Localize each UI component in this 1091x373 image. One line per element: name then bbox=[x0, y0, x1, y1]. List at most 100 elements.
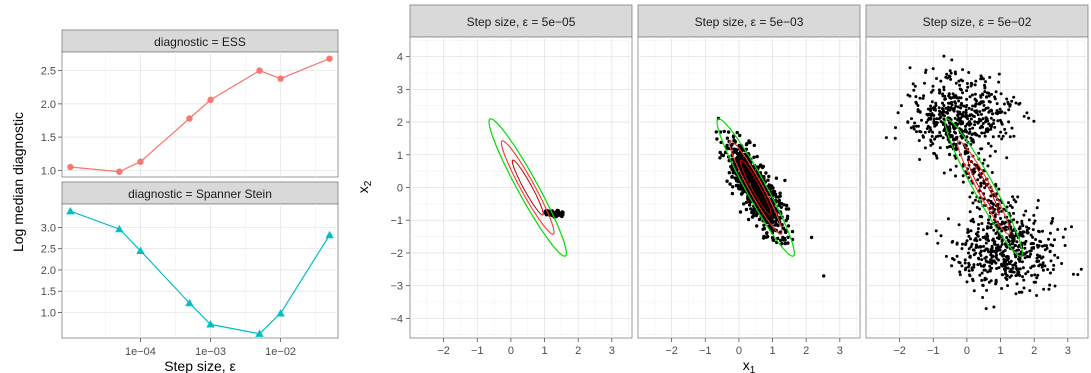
sample-point bbox=[994, 232, 998, 235]
sample-point bbox=[957, 79, 961, 83]
sample-point bbox=[1045, 244, 1048, 248]
sample-point bbox=[910, 117, 913, 121]
sample-point bbox=[776, 223, 780, 228]
sample-point bbox=[925, 120, 928, 124]
sample-point bbox=[914, 95, 918, 99]
sample-point bbox=[946, 138, 950, 142]
sample-point bbox=[738, 133, 742, 138]
sample-point bbox=[969, 245, 973, 249]
sample-point bbox=[960, 264, 964, 268]
sample-point bbox=[736, 157, 740, 161]
sample-point bbox=[996, 248, 1000, 252]
sample-point bbox=[971, 248, 975, 252]
sample-point bbox=[947, 74, 951, 78]
sample-point bbox=[965, 97, 969, 101]
sample-point bbox=[944, 97, 947, 101]
sample-point bbox=[973, 120, 977, 124]
sample-point bbox=[1017, 273, 1021, 277]
sample-point bbox=[1008, 235, 1012, 239]
sample-point bbox=[779, 205, 783, 209]
sample-point bbox=[989, 199, 993, 203]
sample-point bbox=[893, 136, 897, 140]
sample-point bbox=[1035, 243, 1039, 247]
sample-point bbox=[1002, 267, 1006, 271]
sample-point bbox=[1011, 229, 1015, 233]
sample-point bbox=[992, 228, 996, 232]
sample-point bbox=[735, 176, 740, 181]
sample-point bbox=[913, 84, 917, 88]
sample-point bbox=[967, 155, 971, 159]
sample-point bbox=[965, 104, 969, 107]
sample-point bbox=[782, 236, 787, 241]
sample-point bbox=[978, 238, 982, 242]
contour-line bbox=[728, 140, 783, 235]
sample-point bbox=[947, 129, 951, 133]
sample-point bbox=[939, 234, 943, 238]
sample-point bbox=[968, 130, 972, 134]
sample-point bbox=[953, 100, 957, 104]
sample-point bbox=[725, 179, 729, 183]
sample-point bbox=[927, 113, 931, 117]
sample-point bbox=[993, 125, 997, 129]
sample-point bbox=[958, 83, 962, 87]
sample-point bbox=[762, 226, 767, 231]
sample-point bbox=[944, 75, 948, 79]
sample-point bbox=[972, 265, 976, 269]
sample-point bbox=[1032, 119, 1036, 123]
sample-point bbox=[1040, 265, 1044, 269]
data-point bbox=[256, 67, 263, 74]
sample-point bbox=[987, 218, 990, 222]
sample-point bbox=[983, 85, 987, 89]
sample-point bbox=[749, 179, 753, 183]
sample-point bbox=[954, 94, 958, 98]
sample-point bbox=[1035, 206, 1039, 210]
y-tick-label: 1 bbox=[397, 150, 403, 162]
sample-point bbox=[985, 232, 989, 236]
sample-point bbox=[771, 186, 775, 190]
sample-point bbox=[949, 77, 953, 81]
contour-line bbox=[956, 140, 1011, 235]
sample-point bbox=[979, 181, 983, 185]
sample-point bbox=[934, 123, 938, 127]
sample-point bbox=[1056, 256, 1060, 260]
sample-point bbox=[967, 106, 971, 110]
sample-point bbox=[956, 113, 960, 117]
sample-point bbox=[760, 196, 765, 200]
x-tick-label: 0 bbox=[964, 345, 970, 357]
data-point bbox=[277, 75, 284, 82]
sample-point bbox=[988, 206, 992, 210]
sample-point bbox=[1003, 111, 1007, 115]
sample-point bbox=[983, 263, 986, 267]
y-tick-label: −2 bbox=[390, 248, 403, 260]
sample-point bbox=[929, 138, 933, 142]
sample-point bbox=[979, 74, 983, 78]
sample-point bbox=[989, 225, 993, 229]
sample-point bbox=[718, 156, 722, 160]
sample-point bbox=[764, 204, 769, 208]
sample-point bbox=[773, 213, 777, 217]
sample-point bbox=[1025, 228, 1029, 232]
sample-point bbox=[992, 305, 996, 309]
contour-line bbox=[500, 140, 555, 235]
sample-point bbox=[772, 238, 776, 242]
sample-point bbox=[1041, 263, 1045, 267]
sample-point bbox=[968, 123, 972, 127]
sample-point bbox=[1004, 272, 1007, 276]
sample-point bbox=[1048, 249, 1052, 253]
sample-point bbox=[1009, 274, 1013, 278]
sample-point bbox=[987, 280, 991, 284]
sample-point bbox=[1002, 258, 1006, 261]
sample-point bbox=[973, 123, 977, 127]
sample-point bbox=[1022, 114, 1026, 118]
sample-point bbox=[967, 269, 971, 273]
x-tick-label: 2 bbox=[575, 345, 581, 357]
sample-point bbox=[725, 145, 729, 149]
left-x-axis: 1e−04 1e−03 1e−02 bbox=[125, 338, 296, 358]
sample-point bbox=[1015, 282, 1019, 286]
sample-point bbox=[988, 75, 992, 79]
sample-point bbox=[966, 85, 970, 89]
sample-point bbox=[1026, 231, 1030, 235]
sample-point bbox=[987, 250, 990, 254]
sample-point bbox=[1037, 229, 1040, 233]
sample-point bbox=[983, 131, 986, 135]
